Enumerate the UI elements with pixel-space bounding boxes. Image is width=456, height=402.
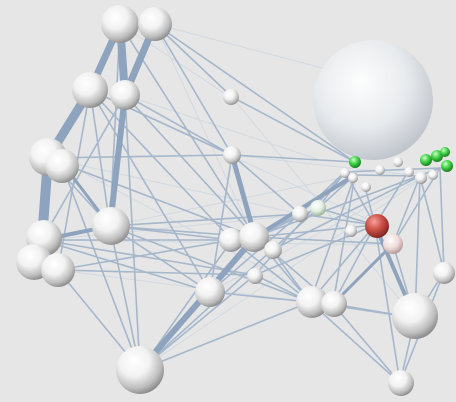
- node: [321, 291, 347, 317]
- node: [292, 206, 308, 222]
- node: [110, 80, 140, 110]
- node: [72, 72, 108, 108]
- node: [41, 253, 75, 287]
- node: [415, 172, 427, 184]
- node: [375, 165, 385, 175]
- green-node: [440, 147, 450, 157]
- green-node: [349, 156, 361, 168]
- node: [264, 241, 282, 259]
- node: [138, 7, 172, 41]
- node: [45, 149, 79, 183]
- large-node: [313, 40, 433, 160]
- node: [428, 170, 438, 180]
- node: [404, 167, 414, 177]
- node: [195, 277, 225, 307]
- node: [388, 370, 414, 396]
- red-node: [365, 214, 389, 238]
- node: [345, 225, 357, 237]
- node: [116, 346, 164, 394]
- node: [310, 200, 326, 216]
- node: [393, 157, 403, 167]
- green-node: [441, 160, 453, 172]
- node: [383, 234, 403, 254]
- node: [101, 5, 139, 43]
- node: [247, 268, 263, 284]
- node: [392, 293, 438, 339]
- node: [361, 182, 371, 192]
- node: [223, 89, 239, 105]
- node: [223, 146, 241, 164]
- node: [348, 173, 358, 183]
- node: [433, 262, 455, 284]
- node: [92, 207, 130, 245]
- green-node: [420, 154, 432, 166]
